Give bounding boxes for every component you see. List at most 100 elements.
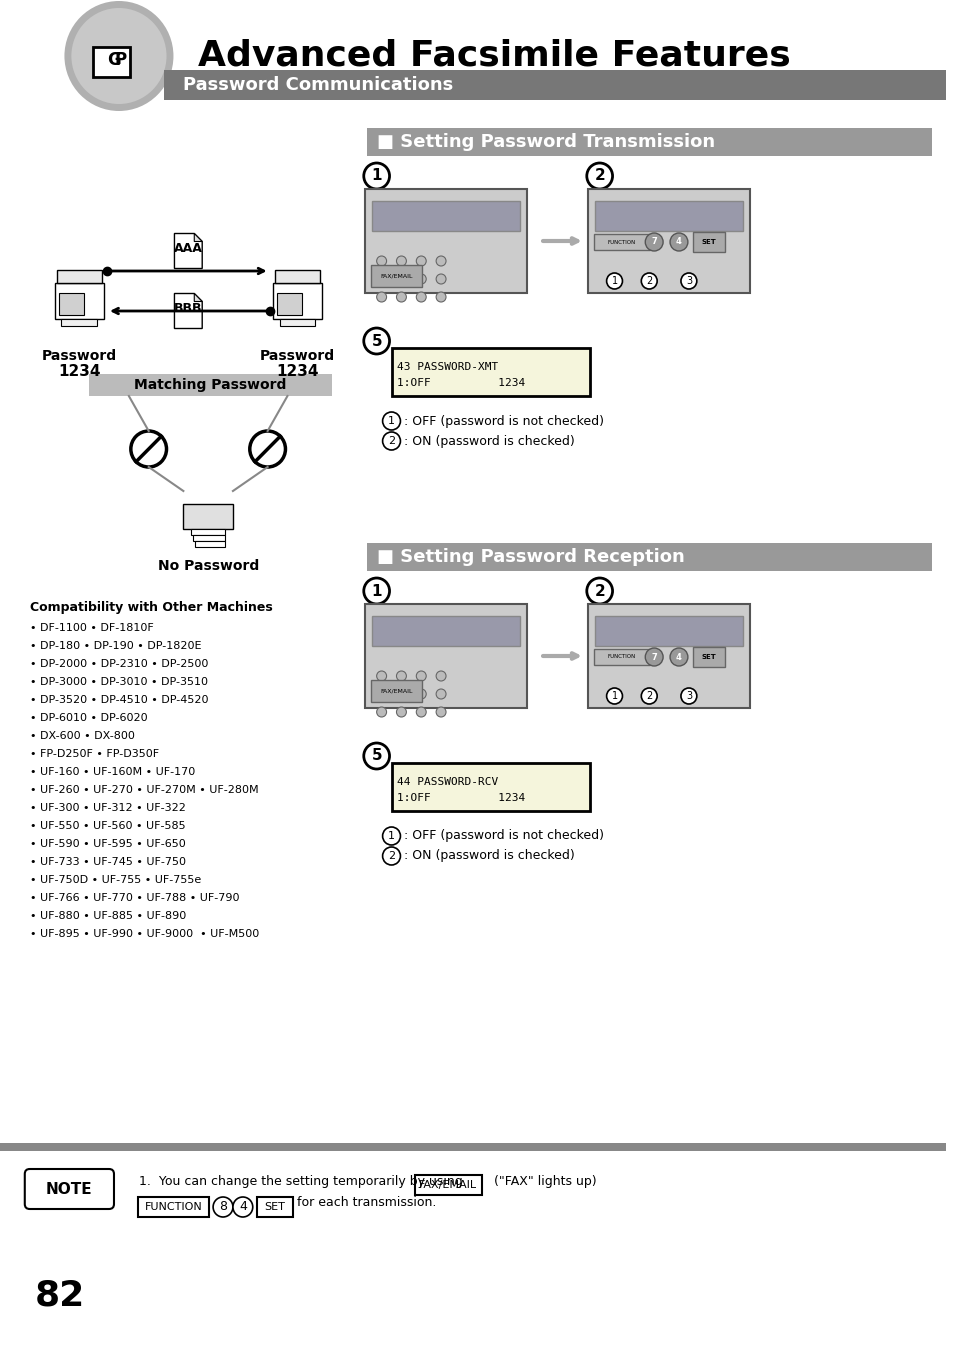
- Circle shape: [396, 689, 406, 698]
- Text: 7: 7: [651, 238, 657, 246]
- FancyBboxPatch shape: [90, 374, 332, 396]
- Circle shape: [416, 274, 426, 284]
- FancyBboxPatch shape: [366, 543, 931, 571]
- Circle shape: [376, 671, 386, 681]
- Circle shape: [436, 671, 446, 681]
- FancyBboxPatch shape: [279, 319, 314, 326]
- Circle shape: [382, 432, 400, 450]
- Text: G: G: [107, 51, 121, 69]
- Text: • UF-260 • UF-270 • UF-270M • UF-280M: • UF-260 • UF-270 • UF-270M • UF-280M: [30, 785, 258, 794]
- Text: FUNCTION: FUNCTION: [145, 1202, 202, 1212]
- Circle shape: [363, 163, 389, 189]
- Text: • UF-733 • UF-745 • UF-750: • UF-733 • UF-745 • UF-750: [30, 857, 186, 867]
- FancyBboxPatch shape: [371, 265, 422, 286]
- Circle shape: [586, 578, 612, 604]
- Text: 7: 7: [651, 653, 657, 662]
- Text: 2: 2: [645, 276, 652, 286]
- Text: 1234: 1234: [58, 363, 100, 378]
- Text: 44 PASSWORD-RCV: 44 PASSWORD-RCV: [397, 777, 498, 788]
- Text: Password Communications: Password Communications: [183, 76, 453, 95]
- Text: : ON (password is checked): : ON (password is checked): [404, 435, 575, 447]
- FancyBboxPatch shape: [256, 1197, 294, 1217]
- Text: Advanced Facsimile Features: Advanced Facsimile Features: [198, 39, 790, 73]
- Text: 2: 2: [388, 436, 395, 446]
- Polygon shape: [174, 293, 202, 328]
- Text: 8: 8: [219, 1201, 227, 1213]
- Text: ■ Setting Password Transmission: ■ Setting Password Transmission: [376, 132, 714, 151]
- Text: Compatibility with Other Machines: Compatibility with Other Machines: [30, 601, 273, 613]
- Circle shape: [606, 273, 621, 289]
- Text: 82: 82: [34, 1279, 85, 1313]
- Text: NOTE: NOTE: [46, 1182, 92, 1197]
- FancyBboxPatch shape: [366, 128, 931, 155]
- Circle shape: [396, 274, 406, 284]
- Text: FAX/EMAIL: FAX/EMAIL: [380, 273, 413, 278]
- FancyBboxPatch shape: [137, 1197, 209, 1217]
- Text: • UF-750D • UF-755 • UF-755e: • UF-750D • UF-755 • UF-755e: [30, 875, 201, 885]
- Text: : OFF (password is not checked): : OFF (password is not checked): [404, 830, 604, 843]
- FancyBboxPatch shape: [163, 70, 944, 100]
- FancyBboxPatch shape: [372, 201, 519, 231]
- Circle shape: [436, 274, 446, 284]
- Polygon shape: [194, 293, 202, 301]
- Text: 2: 2: [594, 169, 604, 184]
- Circle shape: [416, 689, 426, 698]
- Text: P: P: [115, 51, 127, 69]
- Text: SET: SET: [264, 1202, 285, 1212]
- FancyBboxPatch shape: [593, 648, 650, 665]
- Circle shape: [416, 292, 426, 303]
- FancyBboxPatch shape: [183, 504, 233, 528]
- Circle shape: [376, 274, 386, 284]
- Text: ("FAX" lights up): ("FAX" lights up): [485, 1174, 596, 1188]
- Circle shape: [680, 273, 696, 289]
- Text: 5: 5: [371, 748, 381, 763]
- Circle shape: [363, 328, 389, 354]
- Text: FUNCTION: FUNCTION: [607, 654, 635, 659]
- Text: 43 PASSWORD-XMT: 43 PASSWORD-XMT: [397, 362, 498, 372]
- Text: BBB: BBB: [173, 303, 202, 316]
- Circle shape: [376, 292, 386, 303]
- Text: 1.  You can change the setting temporarily by using: 1. You can change the setting temporaril…: [138, 1174, 462, 1188]
- Text: 2: 2: [645, 690, 652, 701]
- FancyBboxPatch shape: [61, 319, 97, 326]
- Circle shape: [416, 255, 426, 266]
- Text: • DP-3000 • DP-3010 • DP-3510: • DP-3000 • DP-3010 • DP-3510: [30, 677, 208, 688]
- FancyBboxPatch shape: [57, 269, 101, 282]
- Text: • UF-590 • UF-595 • UF-650: • UF-590 • UF-595 • UF-650: [30, 839, 185, 848]
- Text: 1:OFF          1234: 1:OFF 1234: [397, 378, 525, 388]
- Text: for each transmission.: for each transmission.: [297, 1197, 436, 1209]
- Circle shape: [363, 578, 389, 604]
- FancyBboxPatch shape: [415, 1175, 481, 1196]
- Text: 2: 2: [594, 584, 604, 598]
- Circle shape: [396, 292, 406, 303]
- Circle shape: [640, 688, 657, 704]
- FancyBboxPatch shape: [587, 604, 750, 708]
- Text: 1: 1: [611, 276, 617, 286]
- Circle shape: [606, 688, 621, 704]
- Text: • DF-1100 • DF-1810F: • DF-1100 • DF-1810F: [30, 623, 153, 634]
- Text: • UF-880 • UF-885 • UF-890: • UF-880 • UF-885 • UF-890: [30, 911, 186, 921]
- Circle shape: [396, 671, 406, 681]
- Circle shape: [644, 232, 662, 251]
- Text: SET: SET: [700, 654, 716, 661]
- FancyBboxPatch shape: [593, 234, 650, 250]
- Circle shape: [213, 1197, 233, 1217]
- FancyBboxPatch shape: [364, 604, 527, 708]
- Text: FAX/EMAIL: FAX/EMAIL: [418, 1179, 476, 1190]
- Text: 1: 1: [388, 831, 395, 842]
- FancyBboxPatch shape: [54, 282, 104, 319]
- Text: SET: SET: [700, 239, 716, 245]
- FancyBboxPatch shape: [372, 616, 519, 646]
- Circle shape: [382, 827, 400, 844]
- FancyBboxPatch shape: [0, 1143, 944, 1151]
- FancyBboxPatch shape: [594, 616, 742, 646]
- Circle shape: [644, 648, 662, 666]
- Circle shape: [669, 232, 687, 251]
- Text: Matching Password: Matching Password: [133, 378, 286, 392]
- Circle shape: [640, 273, 657, 289]
- Polygon shape: [194, 234, 202, 242]
- Text: FAX/EMAIL: FAX/EMAIL: [380, 689, 413, 693]
- Circle shape: [436, 255, 446, 266]
- Circle shape: [396, 255, 406, 266]
- Text: AAA: AAA: [173, 242, 203, 255]
